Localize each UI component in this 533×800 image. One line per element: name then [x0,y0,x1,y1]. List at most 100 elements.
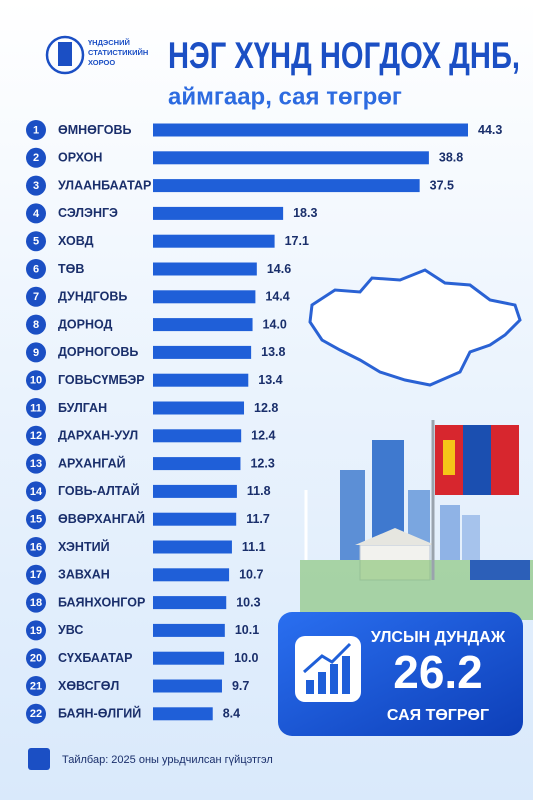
logo-text: СТАТИСТИКИЙН [88,48,148,57]
rank-badge [26,481,46,502]
category-label: ХӨВСГӨЛ [58,679,119,693]
logo-icon [58,42,72,66]
bar [153,540,232,554]
rank-number: 9 [33,347,39,359]
category-label: ДАРХАН-УУЛ [58,429,138,443]
category-label: БАЯН-ӨЛГИЙ [58,706,141,721]
average-value: 26.2 [393,646,483,698]
rank-badge [26,425,46,446]
bar [153,262,257,276]
rank-number: 13 [30,458,42,470]
value-label: 44.3 [478,123,502,137]
map-decoration [308,268,522,387]
category-label: ДОРНОГОВЬ [58,345,138,359]
category-label: ДОРНОД [58,317,113,331]
bar [153,512,237,526]
value-label: 14.4 [265,290,289,304]
rank-number: 15 [30,514,42,526]
rank-number: 21 [30,680,42,692]
rank-number: 4 [33,208,40,220]
category-label: ТӨВ [58,262,84,276]
bar [153,318,253,332]
bar [153,373,249,387]
rank-number: 17 [30,569,42,581]
bar [153,401,245,415]
rank-number: 12 [30,430,42,442]
value-label: 13.8 [261,345,285,359]
logo-text: ХОРОО [88,58,115,67]
bar [153,707,213,721]
category-label: АРХАНГАЙ [58,455,126,470]
value-label: 10.3 [236,595,260,609]
rank-badge [26,370,46,391]
rank-number: 10 [30,375,42,387]
rank-number: 20 [30,653,42,665]
category-label: СҮХБААТАР [58,651,132,665]
value-label: 17.1 [285,234,309,248]
category-label: ӨВӨРХАНГАЙ [58,511,145,526]
logo-text: ҮНДЭСНИЙ [88,38,130,47]
value-label: 12.4 [251,429,275,443]
bar [153,179,420,193]
footnote: Тайлбар: 2025 оны урьдчилсан гүйцэтгэл [62,754,273,766]
rank-badge [26,286,46,307]
rank-number: 2 [33,152,39,164]
rank-badge [26,342,46,363]
chart-subtitle: аймгаар, сая төгрөг [168,83,402,110]
value-label: 18.3 [293,206,317,220]
category-label: УВС [58,623,83,637]
rank-number: 16 [30,541,42,553]
value-label: 11.8 [247,484,271,498]
average-icon [303,642,352,694]
value-label: 14.0 [263,317,287,331]
category-label: ГОВЬ-АЛТАЙ [58,483,140,498]
rank-badge [26,175,46,196]
rank-badge [26,648,46,669]
rank-number: 5 [33,236,39,248]
rank-number: 1 [33,124,39,136]
calendar-icon [28,748,50,770]
bar [153,206,284,220]
rank-badge [26,453,46,474]
rank-number: 6 [33,263,39,275]
category-label: ХОВД [58,234,94,248]
value-label: 12.3 [250,456,274,470]
value-label: 12.8 [254,401,278,415]
value-label: 37.5 [430,178,454,192]
value-label: 11.1 [242,540,266,554]
category-label: ОРХОН [58,151,102,165]
rank-number: 22 [30,708,42,720]
bar [153,234,275,248]
category-label: ДУНДГОВЬ [58,290,127,304]
bar [153,623,225,637]
bar [153,429,242,443]
category-label: ГОВЬСҮМБЭР [58,373,145,387]
city-decoration [300,420,533,620]
rank-number: 14 [30,486,43,498]
category-label: УЛААНБААТАР [58,178,151,192]
rank-badge [26,231,46,252]
value-label: 11.7 [246,512,270,526]
rank-badge [26,203,46,224]
value-label: 9.7 [232,679,249,693]
rank-number: 8 [33,319,39,331]
logo-icon [45,35,85,75]
bar [153,484,237,498]
value-label: 10.7 [239,568,263,582]
chart-title: НЭГ ХҮНД НОГДОХ ДНБ, [168,35,520,76]
rank-number: 19 [30,625,42,637]
value-label: 8.4 [223,707,240,721]
rank-badge [26,620,46,641]
rank-badge [26,703,46,724]
rank-badge [26,120,46,140]
rank-number: 7 [33,291,39,303]
rank-badge [26,676,46,696]
bar [153,679,222,693]
category-label: ЗАВХАН [58,568,110,582]
bar [153,596,227,610]
value-label: 10.1 [235,623,259,637]
category-label: ХЭНТИЙ [58,539,110,554]
bar [153,345,252,359]
